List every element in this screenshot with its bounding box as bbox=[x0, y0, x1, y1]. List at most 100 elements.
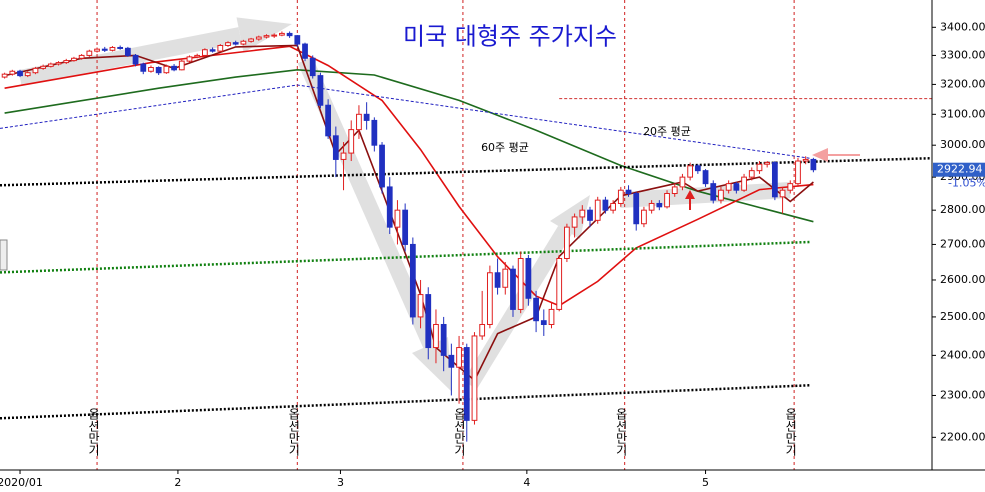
candle-body bbox=[124, 47, 131, 56]
candle-body bbox=[148, 66, 154, 72]
candle-body bbox=[101, 48, 108, 51]
arrow-head bbox=[550, 195, 590, 239]
candle-body bbox=[795, 160, 801, 185]
y-tick-label: 3400.00 bbox=[940, 20, 985, 33]
y-tick-label: 2400.00 bbox=[940, 348, 985, 361]
expiry-label: 옵션만기 bbox=[87, 408, 101, 456]
candle-body bbox=[810, 158, 817, 171]
y-tick-label: 2700.00 bbox=[940, 237, 985, 250]
candle-body bbox=[363, 113, 370, 121]
candle-body bbox=[402, 209, 409, 245]
candle-body bbox=[741, 176, 747, 191]
candle-body bbox=[456, 347, 462, 368]
x-tick-label: 5 bbox=[702, 476, 709, 489]
candle-body bbox=[579, 209, 586, 218]
candle-body bbox=[664, 193, 670, 208]
candle-body bbox=[356, 113, 362, 131]
candle-body bbox=[718, 189, 724, 201]
candle-body bbox=[248, 38, 254, 42]
candle-body bbox=[178, 60, 185, 71]
line-series bbox=[4, 68, 814, 223]
candle-body bbox=[533, 297, 539, 322]
candle-body bbox=[109, 46, 116, 51]
candle-body bbox=[86, 50, 93, 56]
candle-body bbox=[217, 44, 224, 52]
y-tick-label: 3100.00 bbox=[940, 107, 985, 120]
x-tick-label: 2 bbox=[174, 476, 181, 489]
candle-body bbox=[132, 54, 139, 65]
last-price-box bbox=[933, 162, 985, 177]
candle-body bbox=[340, 152, 347, 160]
candle-body bbox=[279, 32, 285, 36]
x-tick-label: 3 bbox=[337, 476, 344, 489]
candle-body bbox=[471, 335, 478, 421]
candle-body bbox=[564, 226, 570, 259]
candle-body bbox=[24, 72, 31, 77]
x-tick-label: 4 bbox=[523, 476, 530, 489]
candle-body bbox=[641, 209, 647, 225]
candle-body bbox=[733, 183, 740, 191]
candle-body bbox=[371, 119, 378, 146]
line-series bbox=[0, 240, 810, 274]
up-arrow-head bbox=[685, 190, 695, 199]
last-price-label: 2922.94 bbox=[937, 163, 983, 176]
candle-body bbox=[379, 144, 385, 188]
candle-body bbox=[764, 162, 771, 165]
candle-body bbox=[494, 272, 501, 288]
candle-body bbox=[694, 165, 701, 172]
y-tick-label: 3300.00 bbox=[940, 48, 985, 61]
candle-body bbox=[463, 347, 470, 421]
candle-body bbox=[63, 60, 70, 64]
y-tick-label: 2500.00 bbox=[940, 310, 985, 323]
candle-body bbox=[348, 129, 355, 154]
line-series bbox=[0, 84, 810, 159]
candle-body bbox=[240, 40, 247, 45]
candle-body bbox=[540, 320, 547, 325]
candle-body bbox=[232, 42, 239, 45]
candle-body bbox=[710, 183, 717, 201]
candle-body bbox=[294, 35, 301, 45]
candle-body bbox=[756, 163, 763, 172]
candle-body bbox=[556, 257, 563, 310]
y-tick-label: 2300.00 bbox=[940, 388, 985, 401]
candle-body bbox=[594, 199, 601, 221]
candle-body bbox=[201, 49, 208, 56]
pointer-head bbox=[812, 148, 828, 162]
y-tick-label: 2800.00 bbox=[940, 203, 985, 216]
candle-body bbox=[425, 294, 432, 349]
candle-body bbox=[186, 56, 193, 62]
candle-body bbox=[394, 209, 401, 228]
scroll-button[interactable] bbox=[0, 239, 8, 271]
expiry-label: 옵션만기 bbox=[287, 408, 301, 456]
candle-body bbox=[548, 308, 555, 325]
candle-body bbox=[610, 202, 617, 211]
candle-body bbox=[510, 268, 516, 310]
x-tick-label: 2020/01 bbox=[0, 476, 43, 489]
candle-body bbox=[671, 186, 678, 195]
candle-body bbox=[94, 48, 100, 52]
candle-body bbox=[332, 135, 339, 160]
candle-body bbox=[625, 189, 632, 195]
candle-body bbox=[502, 268, 509, 288]
candle-body bbox=[325, 104, 332, 137]
candle-body bbox=[687, 165, 694, 178]
candle-body bbox=[433, 323, 439, 349]
arrow-head bbox=[236, 17, 292, 53]
candle-body bbox=[271, 34, 278, 37]
candle-body bbox=[479, 323, 486, 337]
arrow bbox=[619, 182, 791, 208]
candle-body bbox=[617, 189, 624, 204]
candle-body bbox=[55, 62, 62, 65]
candle-body bbox=[587, 209, 593, 221]
candle-body bbox=[417, 294, 424, 318]
chart-title: 미국 대형주 주가지수 bbox=[403, 23, 617, 51]
candle-body bbox=[486, 272, 493, 325]
candle-body bbox=[286, 32, 293, 37]
candle-body bbox=[679, 176, 686, 188]
expiry-label: 옵션만기 bbox=[452, 408, 466, 456]
y-tick-label: 3000.00 bbox=[940, 138, 985, 151]
expiry-label: 옵션만기 bbox=[784, 408, 798, 456]
expiry-label: 옵션만기 bbox=[614, 408, 628, 456]
candle-body bbox=[440, 323, 447, 356]
y-tick-label: 2200.00 bbox=[940, 430, 985, 443]
